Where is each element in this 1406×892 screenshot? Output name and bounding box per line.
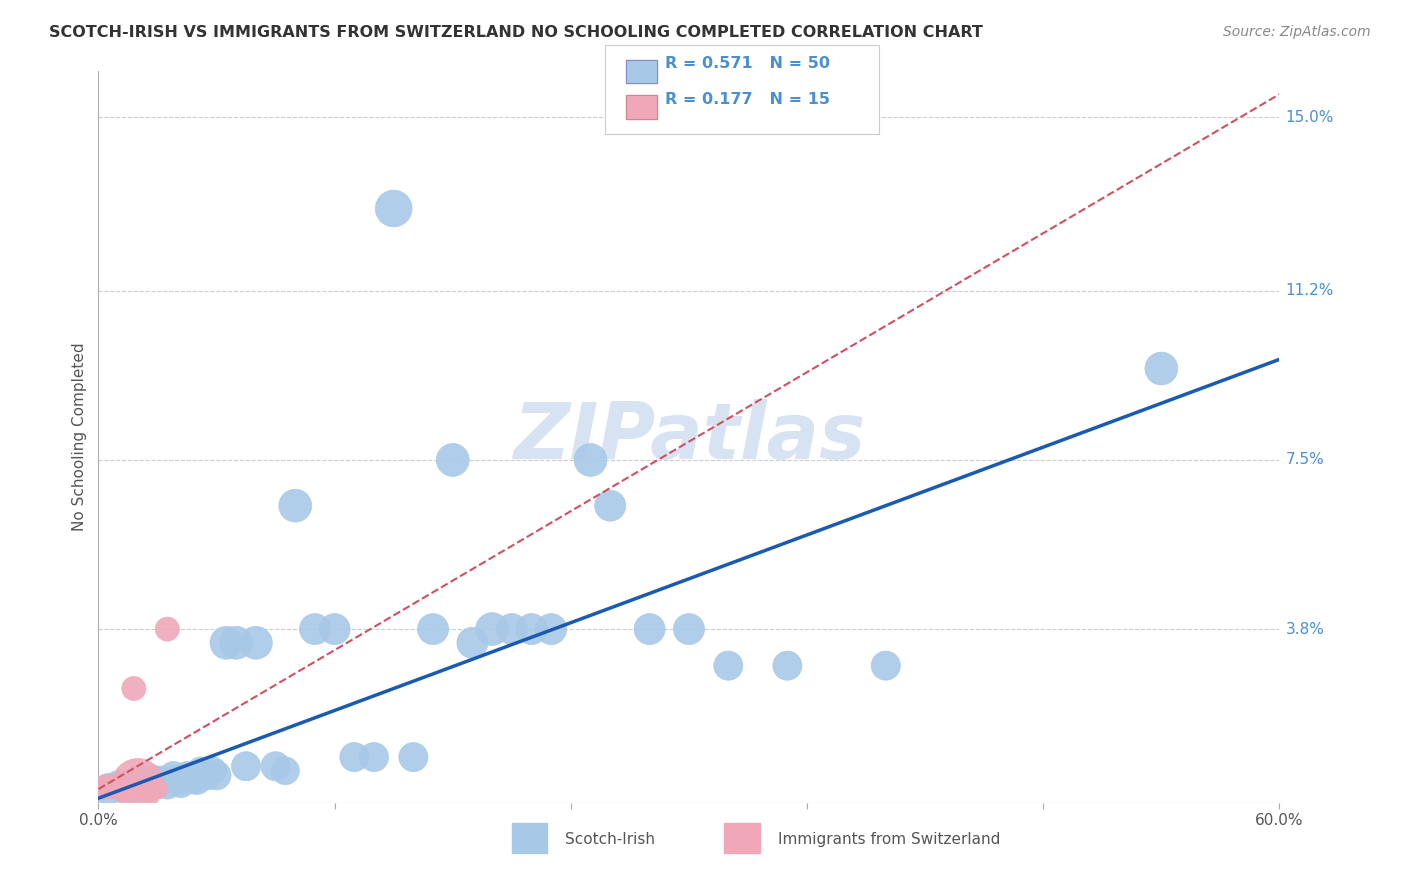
Point	[97, 782, 120, 797]
Point	[323, 622, 346, 636]
Point	[776, 658, 799, 673]
Text: 3.8%: 3.8%	[1285, 622, 1324, 637]
Point	[181, 772, 204, 787]
Point	[111, 782, 134, 797]
Point	[111, 782, 134, 797]
Point	[422, 622, 444, 636]
Text: 7.5%: 7.5%	[1285, 452, 1324, 467]
Text: Immigrants from Switzerland: Immigrants from Switzerland	[778, 832, 1000, 847]
Point	[264, 759, 287, 773]
Point	[402, 750, 425, 764]
Point	[678, 622, 700, 636]
Point	[215, 636, 238, 650]
Point	[103, 778, 125, 792]
Point	[441, 453, 464, 467]
Point	[98, 782, 121, 797]
Point	[142, 782, 165, 797]
Point	[201, 764, 224, 778]
Point	[162, 768, 184, 782]
Point	[107, 778, 129, 792]
Bar	[512, 823, 547, 853]
Point	[540, 622, 562, 636]
Text: SCOTCH-IRISH VS IMMIGRANTS FROM SWITZERLAND NO SCHOOLING COMPLETED CORRELATION C: SCOTCH-IRISH VS IMMIGRANTS FROM SWITZERL…	[49, 25, 983, 40]
Text: R = 0.571   N = 50: R = 0.571 N = 50	[665, 56, 830, 71]
Point	[235, 759, 257, 773]
Point	[343, 750, 366, 764]
Text: 15.0%: 15.0%	[1285, 110, 1334, 125]
Point	[579, 453, 602, 467]
Point	[91, 782, 114, 797]
Point	[599, 499, 621, 513]
Point	[156, 778, 179, 792]
Point	[146, 778, 169, 792]
Point	[136, 782, 159, 797]
Point	[96, 778, 118, 792]
Point	[501, 622, 523, 636]
Point	[142, 772, 165, 787]
Point	[461, 636, 484, 650]
Point	[117, 778, 139, 792]
Point	[117, 782, 139, 797]
Point	[156, 622, 179, 636]
Point	[107, 782, 129, 797]
Point	[875, 658, 897, 673]
Point	[382, 202, 405, 216]
Text: R = 0.177   N = 15: R = 0.177 N = 15	[665, 92, 830, 107]
Point	[176, 768, 198, 782]
Point	[127, 772, 149, 787]
Point	[638, 622, 661, 636]
Point	[304, 622, 326, 636]
Point	[1150, 361, 1173, 376]
Text: 11.2%: 11.2%	[1285, 284, 1334, 298]
Point	[274, 764, 297, 778]
Point	[146, 782, 169, 797]
Point	[150, 772, 173, 787]
Point	[186, 772, 208, 787]
Point	[363, 750, 385, 764]
Point	[136, 782, 159, 797]
Point	[520, 622, 543, 636]
Text: ZIPatlas: ZIPatlas	[513, 399, 865, 475]
Point	[717, 658, 740, 673]
Point	[127, 778, 149, 792]
Bar	[724, 823, 759, 853]
Point	[195, 768, 218, 782]
Point	[190, 764, 212, 778]
Point	[122, 782, 145, 797]
Text: Source: ZipAtlas.com: Source: ZipAtlas.com	[1223, 25, 1371, 39]
Point	[170, 778, 193, 792]
Point	[205, 768, 228, 782]
Point	[481, 622, 503, 636]
Point	[117, 782, 139, 797]
Point	[284, 499, 307, 513]
Point	[225, 636, 247, 650]
Point	[131, 782, 153, 797]
Text: Scotch-Irish: Scotch-Irish	[565, 832, 655, 847]
Point	[122, 681, 145, 696]
Point	[131, 778, 153, 792]
Y-axis label: No Schooling Completed: No Schooling Completed	[72, 343, 87, 532]
Point	[166, 772, 188, 787]
Point	[245, 636, 267, 650]
